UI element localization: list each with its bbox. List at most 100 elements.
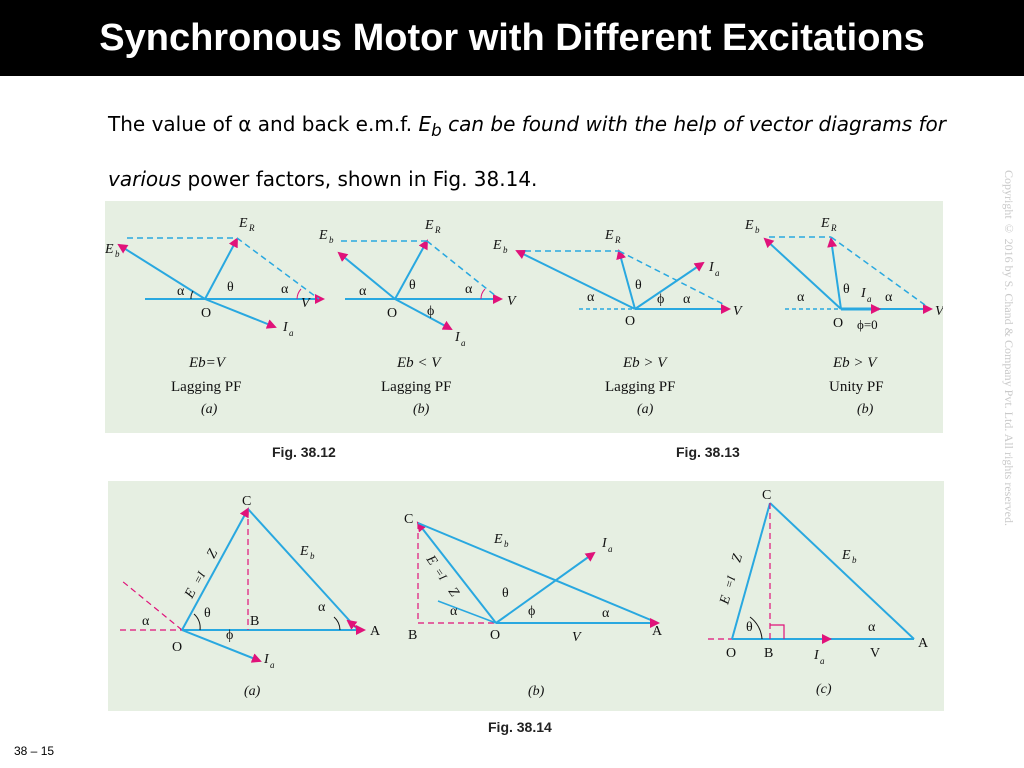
svg-text:ϕ: ϕ <box>657 292 664 307</box>
svg-text:Eb > V: Eb > V <box>832 355 878 371</box>
svg-text:a: a <box>715 268 720 278</box>
svg-text:I: I <box>454 330 461 345</box>
svg-text:E: E <box>182 586 200 602</box>
svg-text:(b): (b) <box>528 684 545 699</box>
caption-fig-38-14: Fig. 38.14 <box>488 719 552 735</box>
svg-text:Eb < V: Eb < V <box>396 355 442 371</box>
svg-text:=I: =I <box>190 568 209 586</box>
svg-text:θ: θ <box>409 278 416 293</box>
svg-text:R: R <box>248 223 255 233</box>
svg-text:Unity PF: Unity PF <box>829 379 884 395</box>
svg-text:α: α <box>683 292 691 307</box>
svg-text:O: O <box>172 640 182 655</box>
svg-text:I: I <box>813 648 820 663</box>
svg-text:O: O <box>201 306 211 321</box>
svg-text:b: b <box>115 249 120 259</box>
svg-text:I: I <box>601 536 608 551</box>
svg-text:ϕ: ϕ <box>528 604 535 619</box>
svg-text:θ: θ <box>502 586 509 601</box>
svg-text:R: R <box>614 235 621 245</box>
svg-text:a: a <box>608 544 613 554</box>
svg-text:I: I <box>282 320 289 335</box>
svg-text:Lagging PF: Lagging PF <box>381 379 451 395</box>
svg-text:V: V <box>733 304 743 319</box>
svg-text:θ: θ <box>227 280 234 295</box>
svg-text:Z: Z <box>445 585 462 600</box>
eb-symbol: Eb can be found with the help of vector … <box>108 112 946 191</box>
svg-text:E: E <box>299 544 309 559</box>
caption-fig-38-13: Fig. 38.13 <box>676 444 740 460</box>
svg-text:α: α <box>885 290 893 305</box>
svg-text:α: α <box>142 614 150 629</box>
svg-text:R: R <box>830 223 837 233</box>
svg-text:O: O <box>387 306 397 321</box>
svg-text:b: b <box>852 555 857 565</box>
svg-text:I: I <box>263 652 270 667</box>
svg-text:B: B <box>408 628 417 643</box>
svg-text:(a): (a) <box>637 402 654 417</box>
svg-text:V: V <box>572 630 582 645</box>
svg-text:Z: Z <box>729 552 746 564</box>
svg-text:C: C <box>404 512 413 527</box>
svg-text:α: α <box>359 284 367 299</box>
copyright-notice: Copyright © 2016 by S. Chand & Company P… <box>1002 170 1016 526</box>
diagram-tag: (a) <box>201 402 218 417</box>
svg-text:ϕ: ϕ <box>427 304 434 319</box>
svg-text:C: C <box>242 494 251 509</box>
svg-text:b: b <box>755 225 760 235</box>
svg-text:E: E <box>318 228 328 243</box>
svg-text:α: α <box>797 290 805 305</box>
svg-text:R: R <box>434 225 441 235</box>
svg-text:=I: =I <box>721 573 738 589</box>
svg-text:A: A <box>652 624 663 639</box>
svg-text:α: α <box>465 282 473 297</box>
svg-text:a: a <box>289 328 294 338</box>
paragraph-text-1: The value of α and back e.m.f. <box>108 112 419 136</box>
svg-text:a: a <box>270 660 275 670</box>
svg-text:E: E <box>744 218 754 233</box>
svg-text:O: O <box>625 314 635 329</box>
svg-text:B: B <box>764 646 773 661</box>
svg-text:α: α <box>450 604 458 619</box>
body-paragraph: The value of α and back e.m.f. Eb can be… <box>108 100 946 203</box>
svg-text:α: α <box>587 290 595 305</box>
svg-text:α: α <box>177 284 185 299</box>
svg-text:Eb > V: Eb > V <box>622 355 668 371</box>
svg-text:E: E <box>238 216 248 231</box>
svg-text:b: b <box>329 235 334 245</box>
svg-text:O: O <box>490 628 500 643</box>
diagram-pf: Lagging PF <box>171 379 241 395</box>
svg-text:ϕ=0: ϕ=0 <box>857 317 878 332</box>
svg-text:(b): (b) <box>413 402 430 417</box>
svg-text:(a): (a) <box>244 684 261 699</box>
svg-text:θ: θ <box>843 282 850 297</box>
title-bar: Synchronous Motor with Different Excitat… <box>0 0 1024 76</box>
svg-text:α: α <box>281 282 289 297</box>
caption-fig-38-12: Fig. 38.12 <box>272 444 336 460</box>
svg-text:I: I <box>860 286 867 301</box>
svg-text:B: B <box>250 614 259 629</box>
svg-text:α: α <box>602 606 610 621</box>
svg-text:E: E <box>422 552 440 569</box>
paragraph-text-3: power factors, shown in Fig. 38.14. <box>181 167 538 191</box>
svg-text:a: a <box>867 294 872 304</box>
svg-text:I: I <box>708 260 715 275</box>
paragraph-text-italic: can be found with the help of vector dia… <box>108 112 946 191</box>
svg-text:V: V <box>935 304 943 319</box>
svg-text:θ: θ <box>204 606 211 621</box>
svg-text:E: E <box>105 242 114 257</box>
svg-text:A: A <box>370 624 381 639</box>
svg-text:E: E <box>424 218 434 233</box>
svg-text:ϕ: ϕ <box>226 628 233 643</box>
svg-text:(b): (b) <box>857 402 874 417</box>
svg-text:V: V <box>870 646 880 661</box>
svg-text:A: A <box>918 636 929 651</box>
